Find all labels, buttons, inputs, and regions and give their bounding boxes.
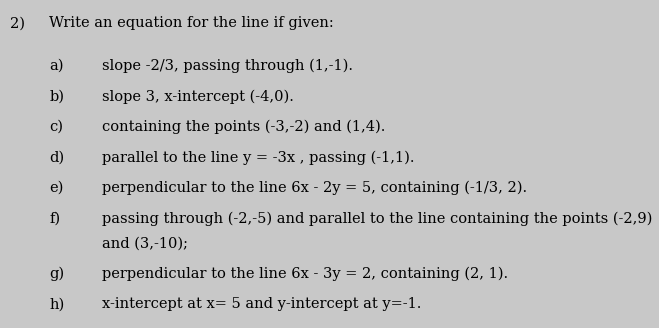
Text: g): g) — [49, 267, 65, 281]
Text: perpendicular to the line 6x - 2y = 5, containing (-1/3, 2).: perpendicular to the line 6x - 2y = 5, c… — [102, 181, 527, 195]
Text: Write an equation for the line if given:: Write an equation for the line if given: — [49, 16, 334, 31]
Text: f): f) — [49, 212, 61, 226]
Text: d): d) — [49, 151, 65, 165]
Text: containing the points (-3,-2) and (1,4).: containing the points (-3,-2) and (1,4). — [102, 120, 386, 134]
Text: c): c) — [49, 120, 63, 134]
Text: h): h) — [49, 297, 65, 311]
Text: and (3,-10);: and (3,-10); — [102, 236, 188, 250]
Text: a): a) — [49, 59, 64, 73]
Text: passing through (-2,-5) and parallel to the line containing the points (-2,9): passing through (-2,-5) and parallel to … — [102, 212, 652, 226]
Text: 2): 2) — [10, 16, 25, 31]
Text: perpendicular to the line 6x - 3y = 2, containing (2, 1).: perpendicular to the line 6x - 3y = 2, c… — [102, 267, 508, 281]
Text: parallel to the line y = -3x , passing (-1,1).: parallel to the line y = -3x , passing (… — [102, 151, 415, 165]
Text: b): b) — [49, 90, 65, 104]
Text: x-intercept at x= 5 and y-intercept at y=-1.: x-intercept at x= 5 and y-intercept at y… — [102, 297, 422, 311]
Text: slope -2/3, passing through (1,-1).: slope -2/3, passing through (1,-1). — [102, 59, 353, 73]
Text: slope 3, x-intercept (-4,0).: slope 3, x-intercept (-4,0). — [102, 90, 294, 104]
Text: e): e) — [49, 181, 64, 195]
